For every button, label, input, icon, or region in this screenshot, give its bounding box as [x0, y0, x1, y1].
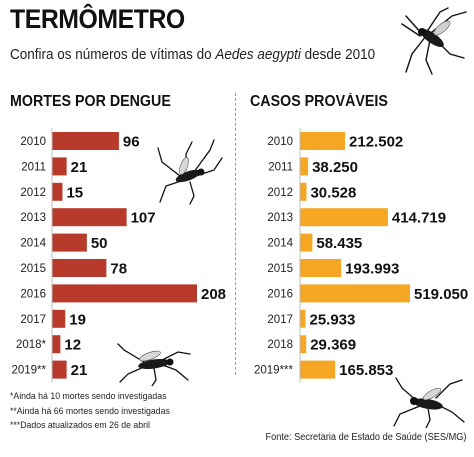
mosquito-icon: [401, 7, 467, 75]
deaths-chart-title: MORTES POR DENGUE: [10, 93, 171, 110]
cases-category-label: 2016: [267, 288, 293, 300]
cases-chart-title: CASOS PROVÁVEIS: [250, 93, 388, 110]
footnote: **Ainda há 66 mortes sendo investigadas: [10, 405, 170, 417]
deaths-category-label: 2017: [20, 314, 46, 326]
cases-value-label: 165.853: [339, 362, 393, 379]
mosquito-icon: [117, 343, 191, 386]
footnotes: *Ainda há 10 mortes sendo investigadas *…: [10, 390, 170, 434]
cases-bar: [300, 335, 307, 354]
deaths-category-label: 2011: [21, 161, 46, 173]
cases-category-label: 2010: [267, 136, 293, 148]
column-divider: [235, 93, 236, 375]
page-title: TERMÔMETRO: [10, 4, 185, 34]
cases-value-label: 193.993: [345, 261, 399, 278]
cases-bar: [300, 284, 410, 303]
deaths-value-label: 19: [69, 311, 86, 328]
cases-value-label: 212.502: [349, 134, 403, 151]
deaths-value-label: 208: [201, 286, 226, 303]
deaths-value-label: 78: [110, 261, 127, 278]
deaths-value-label: 96: [123, 134, 140, 151]
deaths-bar: [52, 335, 61, 354]
cases-bar: [300, 182, 307, 201]
subtitle-suffix: desde 2010: [300, 47, 376, 63]
deaths-bar: [52, 233, 87, 252]
mosquito-icon: [157, 139, 223, 205]
cases-category-label: 2018: [267, 339, 293, 351]
deaths-category-label: 2018*: [16, 339, 47, 351]
mosquito-icon: [393, 377, 465, 428]
cases-category-label: 2015: [267, 263, 293, 275]
deaths-value-label: 50: [91, 235, 108, 252]
cases-value-label: 38.250: [312, 159, 358, 176]
deaths-value-label: 15: [66, 184, 83, 201]
cases-category-label: 2014: [267, 238, 293, 250]
cases-value-label: 58.435: [316, 235, 362, 252]
deaths-value-label: 21: [71, 362, 88, 379]
cases-bar: [300, 259, 342, 277]
cases-category-label: 2017: [267, 314, 293, 326]
cases-category-label: 2019***: [254, 365, 294, 377]
cases-category-label: 2013: [267, 212, 293, 224]
cases-value-label: 29.369: [310, 337, 356, 354]
subtitle-species: Aedes aegypti: [215, 47, 301, 63]
deaths-bar: [52, 208, 127, 227]
deaths-bar: [52, 259, 107, 277]
cases-bar: [300, 309, 306, 328]
footnote: *Ainda há 10 mortes sendo investigadas: [10, 391, 167, 402]
source-note: Fonte: Secretaria de Estado de Saúde (SE…: [265, 432, 466, 443]
cases-bar: [300, 233, 313, 252]
page-subtitle: Confira os números de vítimas do Aedes a…: [10, 47, 375, 63]
deaths-category-label: 2019**: [11, 365, 46, 377]
deaths-bar: [52, 157, 67, 176]
deaths-category-label: 2015: [20, 263, 46, 275]
cases-category-label: 2011: [268, 161, 293, 173]
deaths-bar: [52, 284, 197, 303]
deaths-value-label: 12: [64, 337, 81, 354]
deaths-category-label: 2012: [20, 187, 46, 199]
deaths-value-label: 21: [71, 159, 88, 176]
cases-value-label: 25.933: [309, 311, 355, 328]
deaths-category-label: 2013: [20, 212, 46, 224]
cases-bar: [300, 132, 346, 150]
deaths-bar: [52, 360, 67, 379]
cases-value-label: 30.528: [310, 184, 356, 201]
deaths-bar: [52, 182, 63, 201]
deaths-value-label: 107: [131, 210, 156, 227]
deaths-bar: [52, 132, 119, 150]
deaths-category-label: 2010: [20, 136, 46, 148]
footnote: ***Dados atualizados em 26 de abril: [10, 420, 150, 431]
cases-bar: [300, 360, 336, 379]
deaths-category-label: 2016: [20, 288, 46, 300]
cases-value-label: 519.050: [414, 286, 468, 303]
subtitle-prefix: Confira os números de vítimas do: [10, 47, 216, 63]
cases-value-label: 414.719: [392, 210, 446, 227]
deaths-bar: [52, 309, 66, 328]
cases-bar: [300, 208, 388, 227]
deaths-category-label: 2014: [20, 238, 46, 250]
cases-bar: [300, 157, 309, 176]
cases-category-label: 2012: [267, 187, 293, 199]
